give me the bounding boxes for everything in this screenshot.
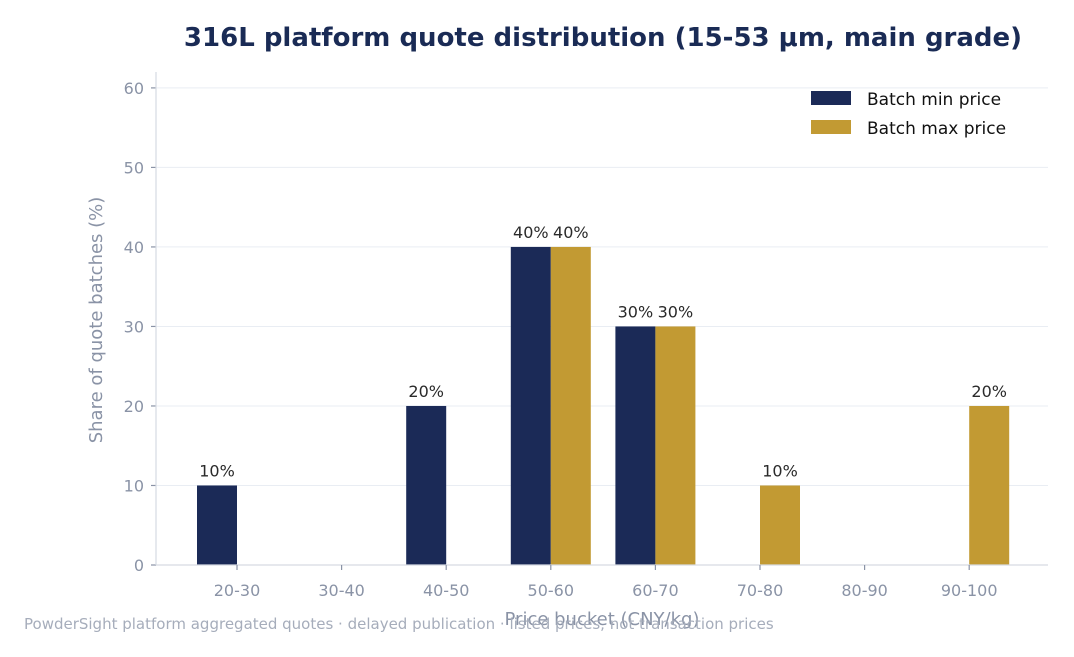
data-label: 40% [513,223,549,242]
y-axis-label: Share of quote batches (%) [86,197,107,444]
y-tick-label: 0 [134,556,144,575]
data-labels: 10% 20% 40% 30% 40% 30% 10% 20% [199,223,1007,481]
data-label: 10% [199,461,235,480]
bar [615,326,656,565]
x-tick-label: 30-40 [318,581,365,600]
gridlines [156,87,1048,486]
legend: Batch min price Batch max price [811,90,1006,139]
legend-label: Batch max price [867,119,1006,139]
y-tick-label: 20 [124,397,144,416]
axes: 0 10 20 30 40 50 60 20-30 30-40 40-50 50-60 60-70 70… [124,72,1048,600]
bars [197,246,1010,565]
x-tick-label: 60-70 [632,581,679,600]
bar [969,405,1010,565]
data-label: 30% [658,302,694,321]
x-tick-label: 90-100 [941,581,998,600]
y-tick-label: 50 [124,158,144,177]
y-tick-label: 30 [124,317,144,336]
bar [406,405,447,565]
data-label: 30% [618,302,654,321]
footnote: PowderSight platform aggregated quotes ·… [24,615,774,633]
x-tick-label: 80-90 [841,581,888,600]
x-axis-label: Price bucket (CNY/kg) [505,609,700,630]
y-tick-label: 60 [124,79,144,98]
bar [550,246,591,565]
legend-label: Batch min price [867,90,1001,110]
bar [197,485,237,565]
data-label: 20% [408,382,444,401]
legend-swatch [811,120,851,134]
x-tick-label: 40-50 [423,581,470,600]
x-tick-label: 20-30 [214,581,261,600]
data-label: 20% [971,382,1007,401]
data-label: 10% [762,461,798,480]
y-tick-label: 10 [124,476,144,495]
bar [510,246,551,565]
chart-title: 316L platform quote distribution (15-53 … [184,23,1022,53]
x-tick-label: 50-60 [528,581,575,600]
data-label: 40% [553,223,589,242]
y-tick-label: 40 [124,238,144,257]
bar [655,326,696,565]
legend-swatch [811,91,851,105]
x-tick-label: 70-80 [737,581,784,600]
bar [760,485,800,565]
